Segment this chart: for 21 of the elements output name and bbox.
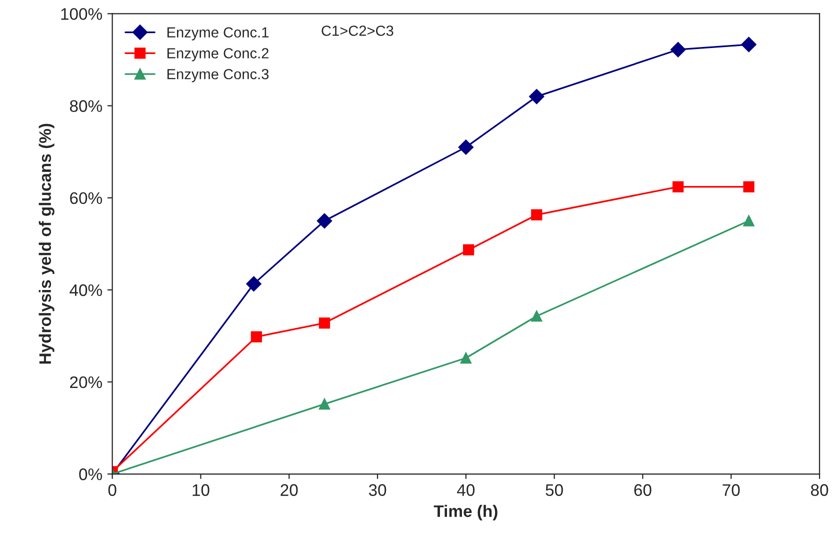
annotation: C1>C2>C3 — [322, 26, 394, 36]
legend-label: Enzyme Conc.1 — [167, 27, 269, 40]
x-tick-label: 20 — [280, 484, 298, 496]
x-tick-label: 50 — [546, 484, 563, 496]
y-tick-label: 80% — [70, 100, 102, 112]
x-tick-label: 40 — [457, 484, 475, 496]
x-tick-label: 80 — [810, 484, 828, 496]
y-tick-label: 100% — [61, 8, 102, 20]
x-tick-label: 70 — [722, 484, 740, 496]
x-tick-label: 60 — [634, 484, 652, 496]
y-tick-label: 0% — [79, 468, 102, 480]
x-tick-label: 30 — [368, 484, 386, 496]
x-axis-title: Time (h) — [434, 504, 498, 520]
y-tick-label: 40% — [70, 284, 102, 296]
legend-label: Enzyme Conc.2 — [167, 48, 268, 62]
y-tick-label: 60% — [70, 192, 102, 204]
y-axis-title: Hydrolysis yeld of glucans (%) — [38, 124, 54, 364]
y-tick-label: 20% — [70, 376, 102, 388]
x-tick-label: 10 — [192, 484, 210, 496]
legend-label: Enzyme Conc.3 — [167, 68, 269, 82]
x-tick-label: 0 — [108, 484, 116, 496]
